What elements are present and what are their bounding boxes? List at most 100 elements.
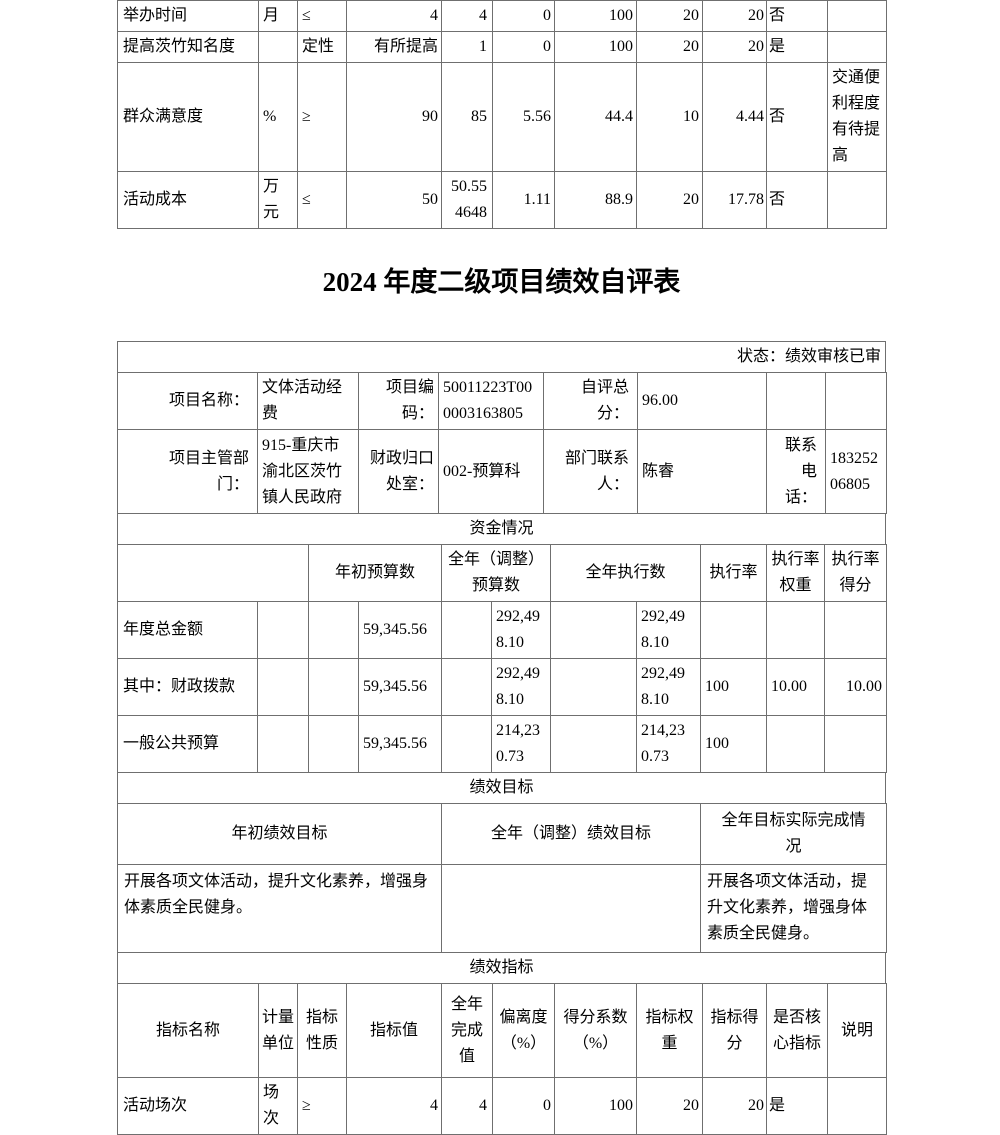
score-coefficient-cell: 44.4 xyxy=(554,62,637,172)
unit-cell: % xyxy=(258,62,298,172)
rate-weight-value: 10.00 xyxy=(766,658,826,716)
core-indicator-cell: 否 xyxy=(766,62,828,172)
empty-cell xyxy=(308,601,359,659)
core-indicator-cell: 否 xyxy=(766,0,828,32)
header-nature: 指标性质 xyxy=(297,983,347,1078)
page-title: 2024 年度二级项目绩效自评表 xyxy=(322,267,681,297)
project-name-value: 文体活动经费 xyxy=(257,372,359,430)
remark-cell xyxy=(827,1077,887,1135)
empty-cell xyxy=(308,658,359,716)
header-weight: 指标权重 xyxy=(636,983,703,1078)
rate-score-value xyxy=(824,601,888,659)
actual-completion-text: 开展各项文体活动，提升文化素养，增强身体素质全民健身。 xyxy=(700,864,887,953)
finance-office-label: 财政归口处室： xyxy=(358,429,439,514)
contact-value: 陈睿 xyxy=(637,429,767,514)
funding-label: 一般公共预算 xyxy=(117,715,258,773)
dept-value: 915-重庆市渝北区茨竹镇人民政府 xyxy=(257,429,359,514)
finance-office-value: 002-预算科 xyxy=(438,429,544,514)
funding-row: 其中：财政拨款 59,345.56 292,498.10 292,498.10 … xyxy=(117,658,888,716)
core-indicator-cell: 是 xyxy=(766,1077,828,1135)
core-indicator-cell: 是 xyxy=(766,31,828,63)
table-row: 活动成本 万元 ≤ 50 50.554648 1.11 88.9 20 17.7… xyxy=(117,171,887,229)
empty-cell xyxy=(117,544,309,602)
funding-label: 其中：财政拨款 xyxy=(117,658,258,716)
phone-label: 联系电话： xyxy=(766,429,826,514)
contact-label: 部门联系人： xyxy=(543,429,638,514)
indicator-name-cell: 群众满意度 xyxy=(117,62,259,172)
goals-table: 年初绩效目标 全年（调整）绩效目标 全年目标实际完成情况 开展各项文体活动，提升… xyxy=(117,803,887,953)
target-value-cell: 4 xyxy=(346,1077,442,1135)
funding-row: 一般公共预算 59,345.56 214,230.73 214,230.73 1… xyxy=(117,715,888,773)
project-code-label: 项目编码： xyxy=(358,372,439,430)
completed-value-cell: 4 xyxy=(441,1077,493,1135)
indicators-band: 绩效指标 xyxy=(117,952,886,984)
project-name-label: 项目名称： xyxy=(117,372,258,430)
empty-cell xyxy=(550,601,638,659)
score-cell: 20 xyxy=(702,31,767,63)
section-goals-title: 绩效目标 xyxy=(117,772,886,804)
unit-cell: 场次 xyxy=(258,1077,298,1135)
remark-cell: 交通便利程度有待提高 xyxy=(827,62,887,172)
goals-band: 绩效目标 xyxy=(117,772,886,804)
funding-header-row: 年初预算数 全年（调整）预算数 全年执行数 执行率 执行率权重 执行率得分 xyxy=(117,544,888,602)
weight-cell: 20 xyxy=(636,0,703,32)
deviation-cell: 0 xyxy=(492,1077,555,1135)
section-funding-title: 资金情况 xyxy=(117,513,886,545)
indicator-name-cell: 活动场次 xyxy=(117,1077,259,1135)
header-target-value: 指标值 xyxy=(346,983,442,1078)
rate-score-value: 10.00 xyxy=(824,658,888,716)
header-actual-completion: 全年目标实际完成情况 xyxy=(700,803,887,865)
score-coefficient-cell: 100 xyxy=(554,1077,637,1135)
header-rate-score: 执行率得分 xyxy=(824,544,888,602)
header-indicator-name: 指标名称 xyxy=(117,983,259,1078)
adjusted-budget-value: 292,498.10 xyxy=(491,601,552,659)
initial-budget-value: 59,345.56 xyxy=(357,715,443,773)
table-row: 活动场次 场次 ≥ 4 4 0 100 20 20 是 xyxy=(117,1077,887,1135)
empty-cell xyxy=(257,715,309,773)
rate-score-value xyxy=(824,715,888,773)
deviation-cell: 5.56 xyxy=(492,62,555,172)
completed-value-cell: 1 xyxy=(441,31,493,63)
nature-cell: ≤ xyxy=(297,0,347,32)
completed-value-cell: 50.554648 xyxy=(441,171,493,229)
executed-value: 214,230.73 xyxy=(636,715,702,773)
nature-cell: 定性 xyxy=(297,31,347,63)
weight-cell: 20 xyxy=(636,31,703,63)
header-adjusted-budget: 全年（调整）预算数 xyxy=(441,544,552,602)
adjusted-budget-value: 214,230.73 xyxy=(491,715,552,773)
table-row: 提高茨竹知名度 定性 有所提高 1 0 100 20 20 是 xyxy=(117,31,887,63)
weight-cell: 20 xyxy=(636,171,703,229)
score-cell: 20 xyxy=(702,0,767,32)
dept-label: 项目主管部门： xyxy=(117,429,258,514)
weight-cell: 10 xyxy=(636,62,703,172)
target-value-cell: 4 xyxy=(346,0,442,32)
funding-band: 资金情况 xyxy=(117,513,886,545)
empty-cell xyxy=(825,372,887,430)
document-page: 举办时间 月 ≤ 4 4 0 100 20 20 否 提高茨竹知名度 定性 有所… xyxy=(117,0,888,1135)
target-value-cell: 50 xyxy=(346,171,442,229)
indicator-name-cell: 活动成本 xyxy=(117,171,259,229)
weight-cell: 20 xyxy=(636,1077,703,1135)
header-unit: 计量单位 xyxy=(258,983,298,1078)
empty-cell xyxy=(441,715,493,773)
empty-cell xyxy=(441,658,493,716)
header-executed: 全年执行数 xyxy=(550,544,702,602)
remark-cell xyxy=(827,31,887,63)
indicator-name-cell: 举办时间 xyxy=(117,0,259,32)
indicator-table-fragment: 举办时间 月 ≤ 4 4 0 100 20 20 否 提高茨竹知名度 定性 有所… xyxy=(117,0,887,229)
self-score-label: 自评总分： xyxy=(543,372,638,430)
funding-table: 年初预算数 全年（调整）预算数 全年执行数 执行率 执行率权重 执行率得分 年度… xyxy=(117,544,888,773)
empty-cell xyxy=(550,658,638,716)
indicators-table: 指标名称 计量单位 指标性质 指标值 全年完成值 偏离度（%） 得分系数（%） … xyxy=(117,983,887,1135)
completed-value-cell: 4 xyxy=(441,0,493,32)
funding-label: 年度总金额 xyxy=(117,601,258,659)
header-core-indicator: 是否核心指标 xyxy=(766,983,828,1078)
header-completed-value: 全年完成值 xyxy=(441,983,493,1078)
score-cell: 17.78 xyxy=(702,171,767,229)
remark-cell xyxy=(827,0,887,32)
nature-cell: ≤ xyxy=(297,171,347,229)
self-score-value: 96.00 xyxy=(637,372,767,430)
header-initial-goal: 年初绩效目标 xyxy=(117,803,442,865)
rate-weight-value xyxy=(766,601,826,659)
score-coefficient-cell: 100 xyxy=(554,31,637,63)
